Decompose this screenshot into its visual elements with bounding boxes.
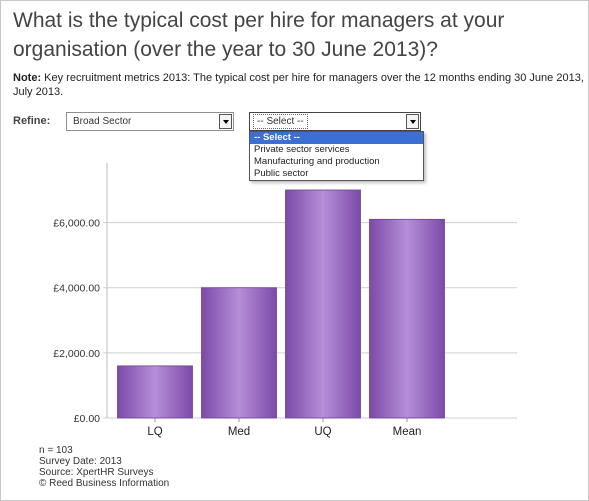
dropdown-option[interactable]: Private sector services xyxy=(254,144,350,155)
note-text: Note: Key recruitment metrics 2013: The … xyxy=(13,71,585,99)
bar-uq[interactable] xyxy=(285,189,361,419)
x-tick-label: Med xyxy=(228,426,250,438)
dropdown-option[interactable]: Manufacturing and production xyxy=(254,156,380,167)
bar-med[interactable] xyxy=(201,287,277,419)
survey-date: Survey Date: 2013 xyxy=(39,456,122,467)
sample-size: n = 103 xyxy=(39,445,73,456)
broad-sector-select-value: Broad Sector xyxy=(73,116,132,127)
refine-label: Refine: xyxy=(13,115,51,127)
y-tick-label: £4,000.00 xyxy=(53,283,100,295)
copyright: © Reed Business Information xyxy=(39,478,170,489)
note-label: Note: xyxy=(13,72,42,84)
sub-sector-select[interactable]: -- Select -- xyxy=(249,112,421,131)
sub-sector-select-value: -- Select -- xyxy=(253,114,308,129)
broad-sector-select[interactable]: Broad Sector xyxy=(66,112,234,131)
chevron-down-icon[interactable] xyxy=(219,114,232,129)
question-title: What is the typical cost per hire for ma… xyxy=(13,9,505,61)
bar-chart: £0.00 £2,000.00 £4,000.00 £6,000.00 LQ Med UQ M… xyxy=(53,163,517,438)
chart-footer: n = 103 Survey Date: 2013 Source: XpertH… xyxy=(39,445,169,489)
bar-lq[interactable] xyxy=(117,365,193,419)
dropdown-option[interactable]: -- Select -- xyxy=(250,132,423,144)
x-tick-label: Mean xyxy=(393,426,422,438)
x-tick-label: LQ xyxy=(147,426,162,438)
y-tick-label: £6,000.00 xyxy=(53,218,100,230)
note-body: Key recruitment metrics 2013: The typica… xyxy=(13,72,584,98)
sub-sector-dropdown-list: -- Select -- Private sector services Man… xyxy=(249,131,424,181)
chevron-down-icon[interactable] xyxy=(406,114,419,129)
dropdown-option[interactable]: Public sector xyxy=(254,168,309,179)
bar-mean[interactable] xyxy=(369,218,445,419)
source: Source: XpertHR Surveys xyxy=(39,467,154,478)
y-tick-label: £2,000.00 xyxy=(53,348,100,360)
x-tick-label: UQ xyxy=(314,426,331,438)
y-tick-label: £0.00 xyxy=(74,413,100,425)
